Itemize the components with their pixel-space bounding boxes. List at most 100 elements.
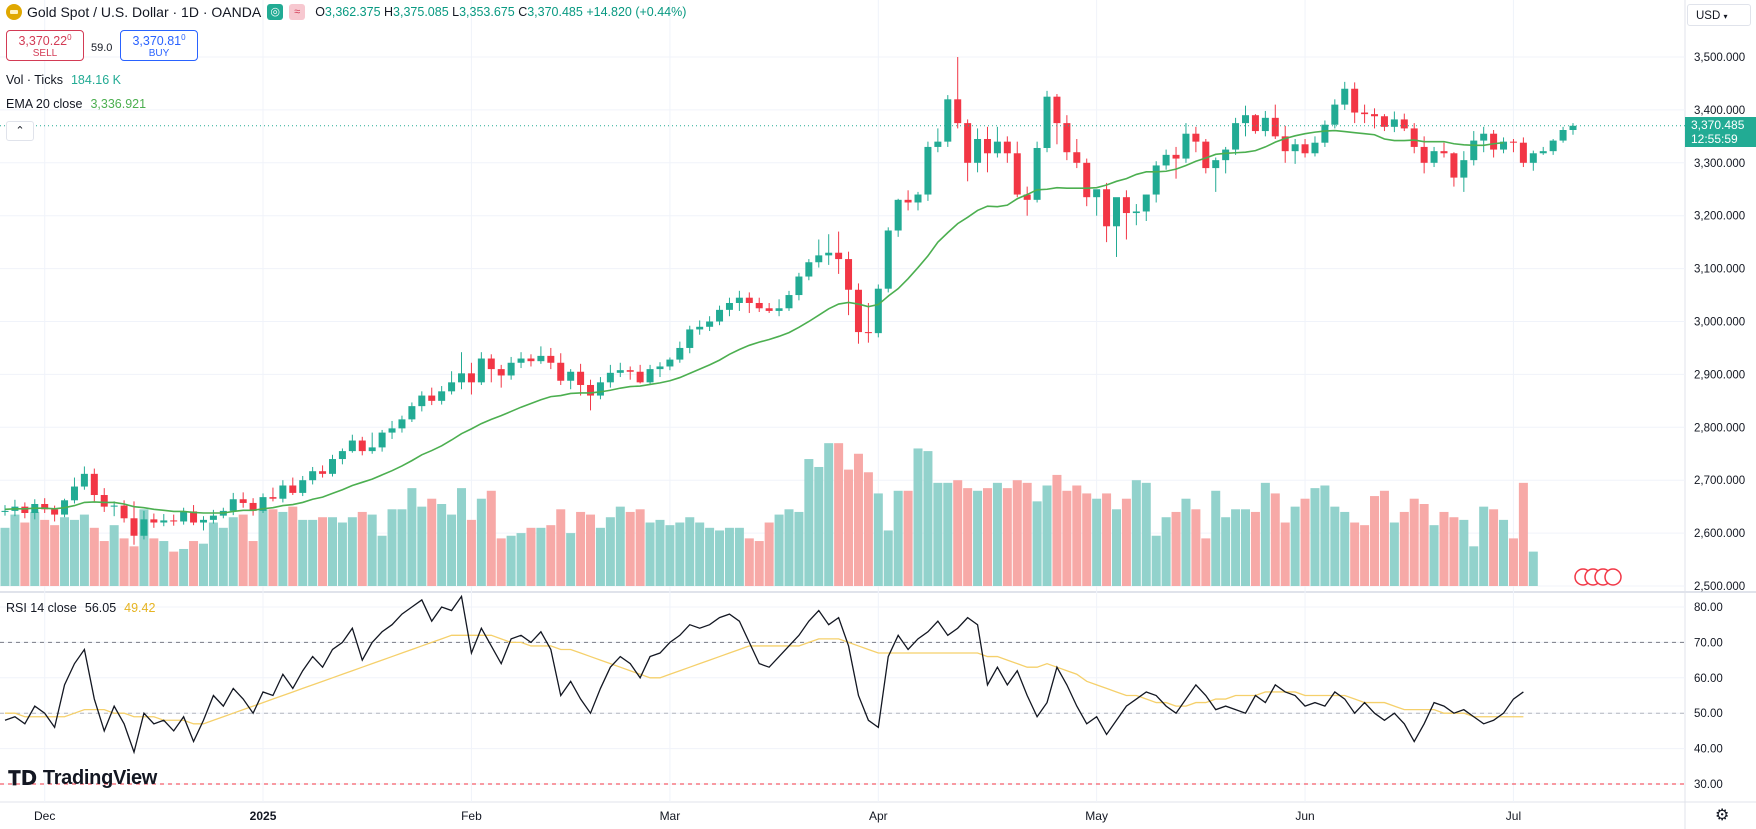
volume-bar: [40, 519, 50, 586]
candle: [1410, 128, 1418, 147]
candle: [1142, 194, 1150, 212]
volume-bar: [1042, 485, 1052, 586]
candle: [90, 473, 98, 496]
volume-bar: [129, 546, 139, 586]
volume-bar: [883, 530, 893, 586]
candle: [1192, 133, 1200, 142]
candle: [795, 276, 803, 296]
candle: [666, 359, 674, 367]
volume-bar: [744, 538, 754, 586]
volume-bar: [1370, 496, 1380, 586]
volume-bar: [1419, 504, 1429, 586]
bar-countdown: 12:55:59: [1691, 132, 1738, 146]
candle: [438, 391, 446, 401]
volume-bar: [943, 482, 953, 586]
candle: [1380, 116, 1388, 127]
candle: [388, 428, 396, 433]
ema-legend[interactable]: EMA 20 close 3,336.921: [6, 97, 147, 111]
volume-bar: [496, 538, 506, 586]
candle: [348, 440, 356, 452]
volume-bar: [1429, 525, 1439, 586]
candle: [904, 199, 912, 203]
volume-bar: [923, 451, 933, 586]
candle: [1390, 119, 1398, 127]
volume-bar: [1528, 551, 1538, 586]
volume-legend[interactable]: Vol · Ticks 184.16 K: [6, 73, 122, 87]
time-axis-label: Jun: [1295, 809, 1314, 823]
candle: [1093, 189, 1101, 198]
candle: [934, 141, 942, 147]
candle: [458, 373, 466, 383]
volume-bar: [337, 522, 347, 586]
gear-icon[interactable]: ⚙: [1715, 807, 1730, 824]
price-tick-label: 2,800.000: [1694, 422, 1745, 434]
volume-bar: [149, 538, 159, 586]
candle: [1569, 125, 1577, 131]
candle: [1212, 160, 1220, 169]
volume-bar: [1082, 493, 1092, 586]
volume-bar: [169, 551, 179, 586]
volume-bar: [228, 517, 238, 586]
candle: [289, 485, 297, 493]
volume-bar: [139, 509, 149, 586]
candle: [160, 520, 168, 523]
candle: [1361, 112, 1369, 115]
candle: [745, 297, 753, 303]
tradingview-logo[interactable]: 𝐓𝗗 TradingView: [8, 767, 158, 790]
volume-bar: [1260, 482, 1270, 586]
volume-bar: [536, 527, 546, 586]
sell-button[interactable]: 3,370.220 SELL: [6, 30, 84, 61]
chevron-up-icon[interactable]: ⌃: [6, 121, 34, 141]
candle: [1539, 151, 1547, 154]
candle: [309, 471, 317, 481]
candle: [199, 519, 207, 523]
volume-bar: [586, 514, 596, 586]
candle: [835, 252, 843, 260]
buy-button[interactable]: 3,370.810 BUY: [120, 30, 198, 61]
candle: [587, 384, 595, 396]
candle: [1301, 144, 1309, 154]
volume-bar: [724, 527, 734, 586]
volume-bar: [814, 466, 824, 586]
candle: [1509, 141, 1517, 143]
volume-bar: [1141, 482, 1151, 586]
market-open-icon[interactable]: ◎: [267, 4, 284, 20]
volume-bar: [447, 514, 457, 586]
currency-selector[interactable]: USD ▾: [1687, 4, 1751, 26]
price-tick-label: 2,500.000: [1694, 581, 1745, 593]
volume-bar: [1489, 509, 1499, 586]
candle: [646, 369, 654, 383]
volume-bar: [1002, 488, 1012, 586]
candle: [1063, 123, 1071, 153]
candle: [854, 289, 862, 333]
time-axis-label: Dec: [34, 809, 55, 823]
candle: [130, 518, 138, 536]
spread-value: 59.0: [91, 42, 113, 54]
volume-bar: [1300, 498, 1310, 586]
candle: [408, 406, 416, 420]
candle: [1182, 133, 1190, 159]
candle: [269, 497, 277, 499]
volume-bar: [1459, 519, 1469, 586]
volume-bar: [1201, 538, 1211, 586]
volume-bar: [1181, 498, 1191, 586]
candle: [1450, 153, 1458, 178]
rsi-legend[interactable]: RSI 14 close 56.05 49.42: [6, 601, 156, 615]
volume-bar: [1111, 509, 1121, 586]
candle: [1559, 130, 1567, 141]
volume-bar: [566, 533, 576, 586]
candle: [785, 295, 793, 309]
candle: [894, 199, 902, 231]
symbol-title[interactable]: Gold Spot / U.S. Dollar · 1D · OANDA: [27, 4, 262, 20]
data-provider-icon[interactable]: ≈: [289, 4, 306, 20]
volume-bar: [50, 525, 60, 586]
candle: [1529, 153, 1537, 163]
price-tick-label: 2,600.000: [1694, 528, 1745, 540]
volume-bar: [268, 509, 278, 586]
volume-bar: [109, 525, 119, 586]
rsi-ma-line: [5, 634, 1524, 725]
volume-bar: [824, 443, 834, 586]
candle: [1420, 146, 1428, 163]
candle: [1261, 117, 1269, 132]
